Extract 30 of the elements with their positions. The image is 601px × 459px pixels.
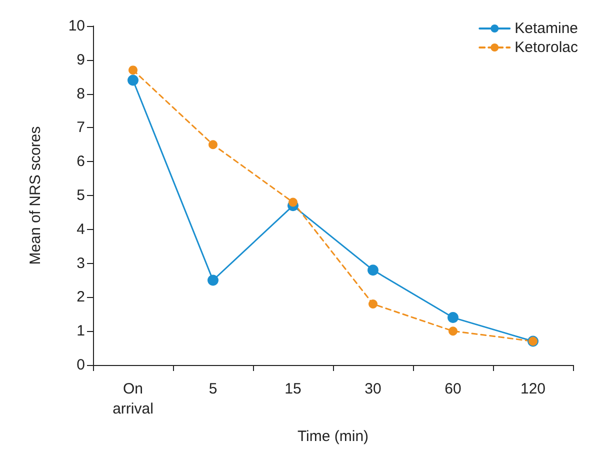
point [208,140,218,150]
point [128,66,138,75]
y-tick-label: 0 [76,356,85,374]
x-tick-label: On arrival [112,380,154,418]
point [368,264,378,276]
x-tick-label: 5 [208,380,218,398]
point [448,312,458,324]
x-tick-label: 60 [444,380,462,398]
y-tick-label: 1 [76,322,85,340]
legend-label: Ketamine [514,20,578,37]
y-tick-label: 8 [76,85,85,102]
point [288,198,298,207]
point [128,74,138,86]
legend-label: Ketorolac [514,39,578,56]
y-tick-label: 5 [76,187,85,204]
x-tick-label: 30 [364,380,382,398]
y-tick-label: 7 [76,119,85,136]
y-axis-title: Mean of NRS scores [27,126,44,265]
y-tick-label: 10 [68,18,85,34]
point [448,326,458,336]
y-tick-label: 6 [76,153,85,170]
x-axis-title: Time (min) [297,428,369,445]
y-tick-label: 3 [76,254,85,272]
point [368,299,378,308]
x-tick-label: 120 [520,380,546,398]
point [208,274,218,286]
y-tick-label: 9 [76,51,85,68]
x-tick-label: 15 [284,380,302,398]
y-tick-label: 4 [76,220,85,238]
y-tick-label: 2 [76,288,85,306]
